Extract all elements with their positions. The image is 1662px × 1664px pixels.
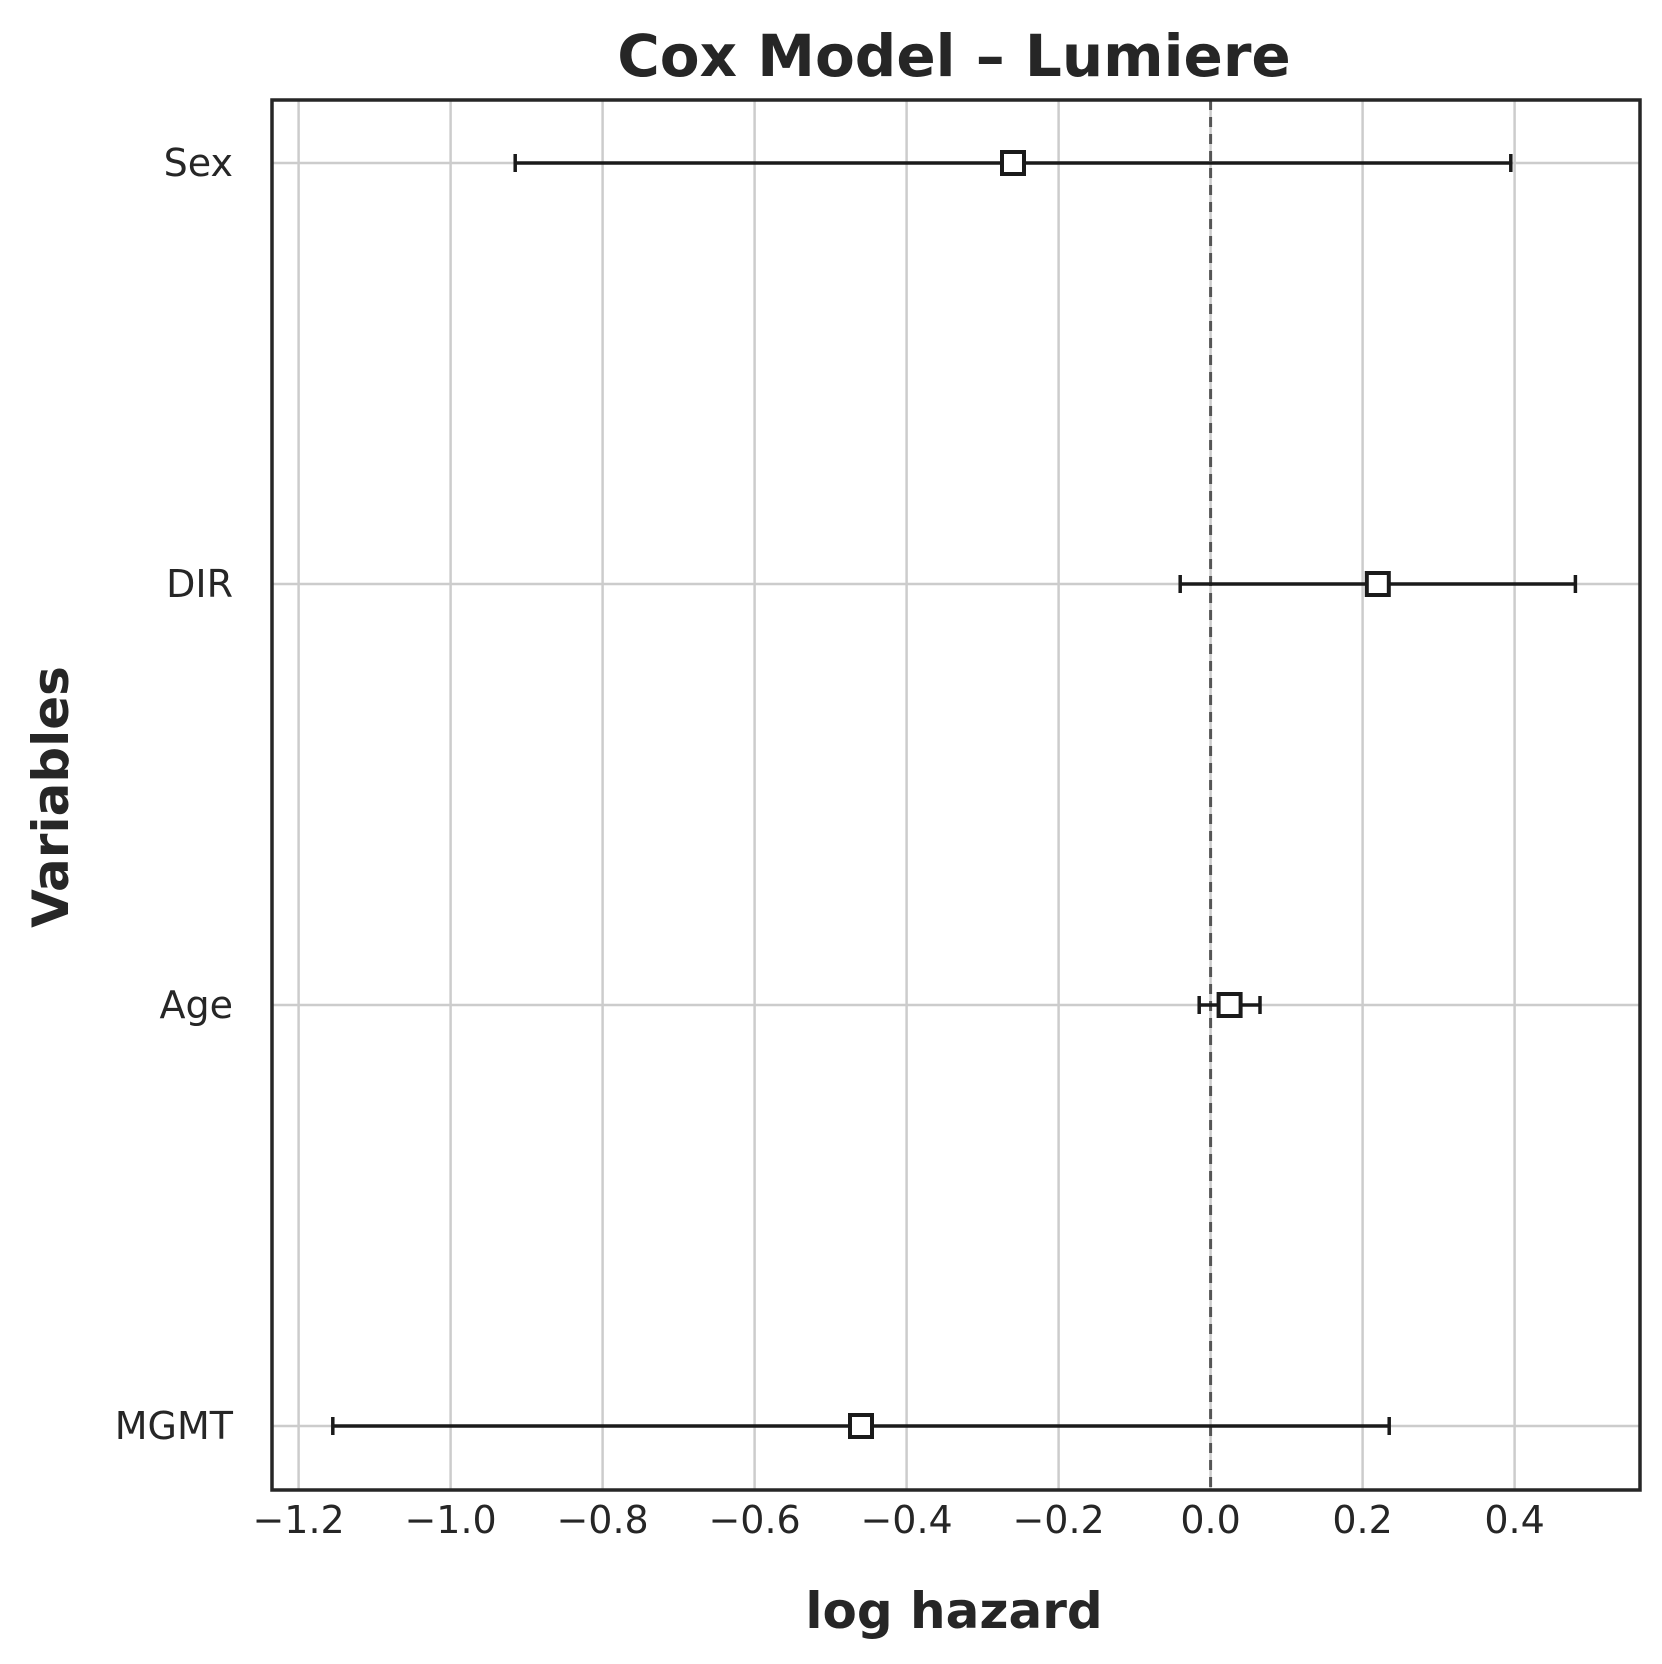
coef-marker xyxy=(1000,150,1026,176)
coef-marker xyxy=(1216,992,1243,1018)
x-axis-label: log hazard xyxy=(805,1582,1102,1640)
coef-marker xyxy=(848,1413,874,1439)
y-axis-ticks: Sex DIR Age MGMT xyxy=(115,141,234,1448)
x-tick-label: 0.2 xyxy=(1332,1498,1392,1542)
x-tick-label: −0.4 xyxy=(860,1498,952,1542)
chart-title: Cox Model – Lumiere xyxy=(617,22,1291,90)
x-tick-label: 0.0 xyxy=(1180,1498,1240,1542)
x-tick-label: −1.2 xyxy=(252,1498,344,1542)
x-tick-label: 0.4 xyxy=(1484,1498,1544,1542)
x-tick-label: −1.0 xyxy=(404,1498,496,1542)
y-axis-label: Variables xyxy=(22,666,80,928)
grid xyxy=(272,100,1640,1490)
x-tick-label: −0.6 xyxy=(708,1498,800,1542)
forest-marks xyxy=(331,150,1578,1439)
x-tick-label: −0.8 xyxy=(556,1498,648,1542)
x-axis-ticks: −1.2 −1.0 −0.8 −0.6 −0.4 −0.2 0.0 0.2 0.4 xyxy=(252,1498,1544,1542)
plot-frame xyxy=(270,98,1642,1492)
coef-marker xyxy=(1364,571,1391,597)
x-tick-label: −0.2 xyxy=(1012,1498,1104,1542)
y-tick-label: Age xyxy=(160,983,234,1027)
y-tick-label: MGMT xyxy=(115,1404,234,1448)
y-tick-label: DIR xyxy=(166,562,233,606)
y-tick-label: Sex xyxy=(164,141,233,185)
